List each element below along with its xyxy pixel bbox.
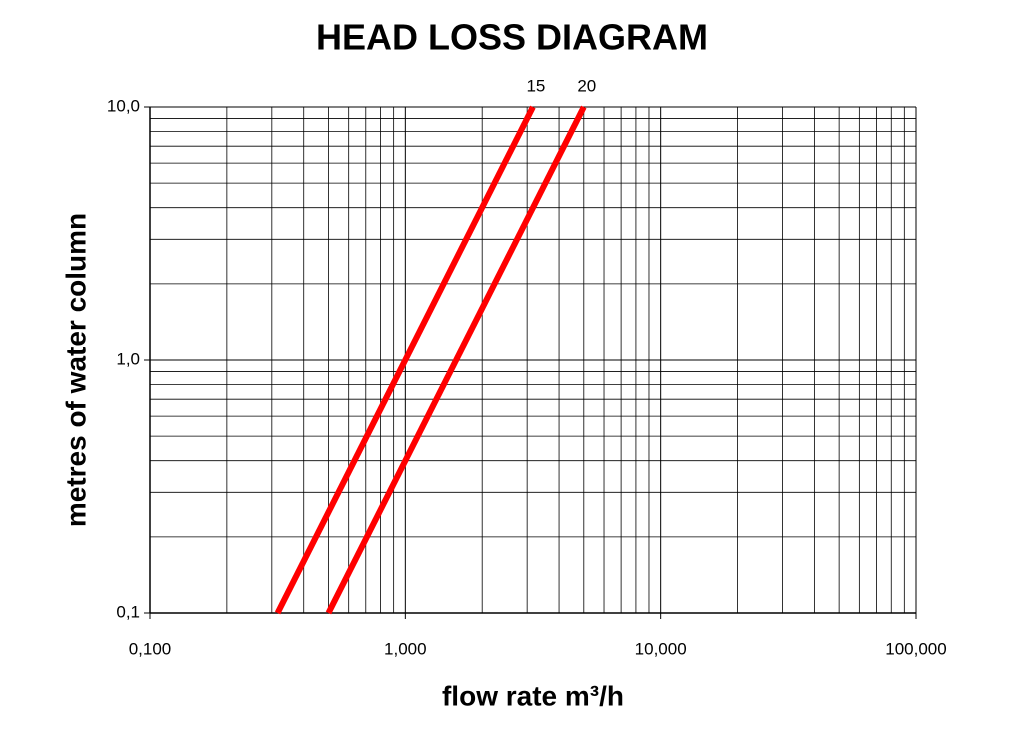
series-label: 15 [526,76,545,95]
series-label: 20 [577,76,596,95]
series-line [274,105,536,615]
x-tick-label: 100,000 [885,639,946,658]
chart-title: HEAD LOSS DIAGRAM [316,17,708,58]
y-tick-label: 1,0 [116,349,140,368]
y-tick-label: 10,0 [107,96,140,115]
series-line [325,105,587,615]
x-tick-label: 1,000 [384,639,427,658]
x-tick-label: 0,100 [129,639,172,658]
x-axis-label: flow rate m³/h [442,680,624,711]
y-axis-label: metres of water column [60,213,91,527]
x-tick-label: 10,000 [635,639,687,658]
y-tick-label: 0,1 [116,602,140,621]
